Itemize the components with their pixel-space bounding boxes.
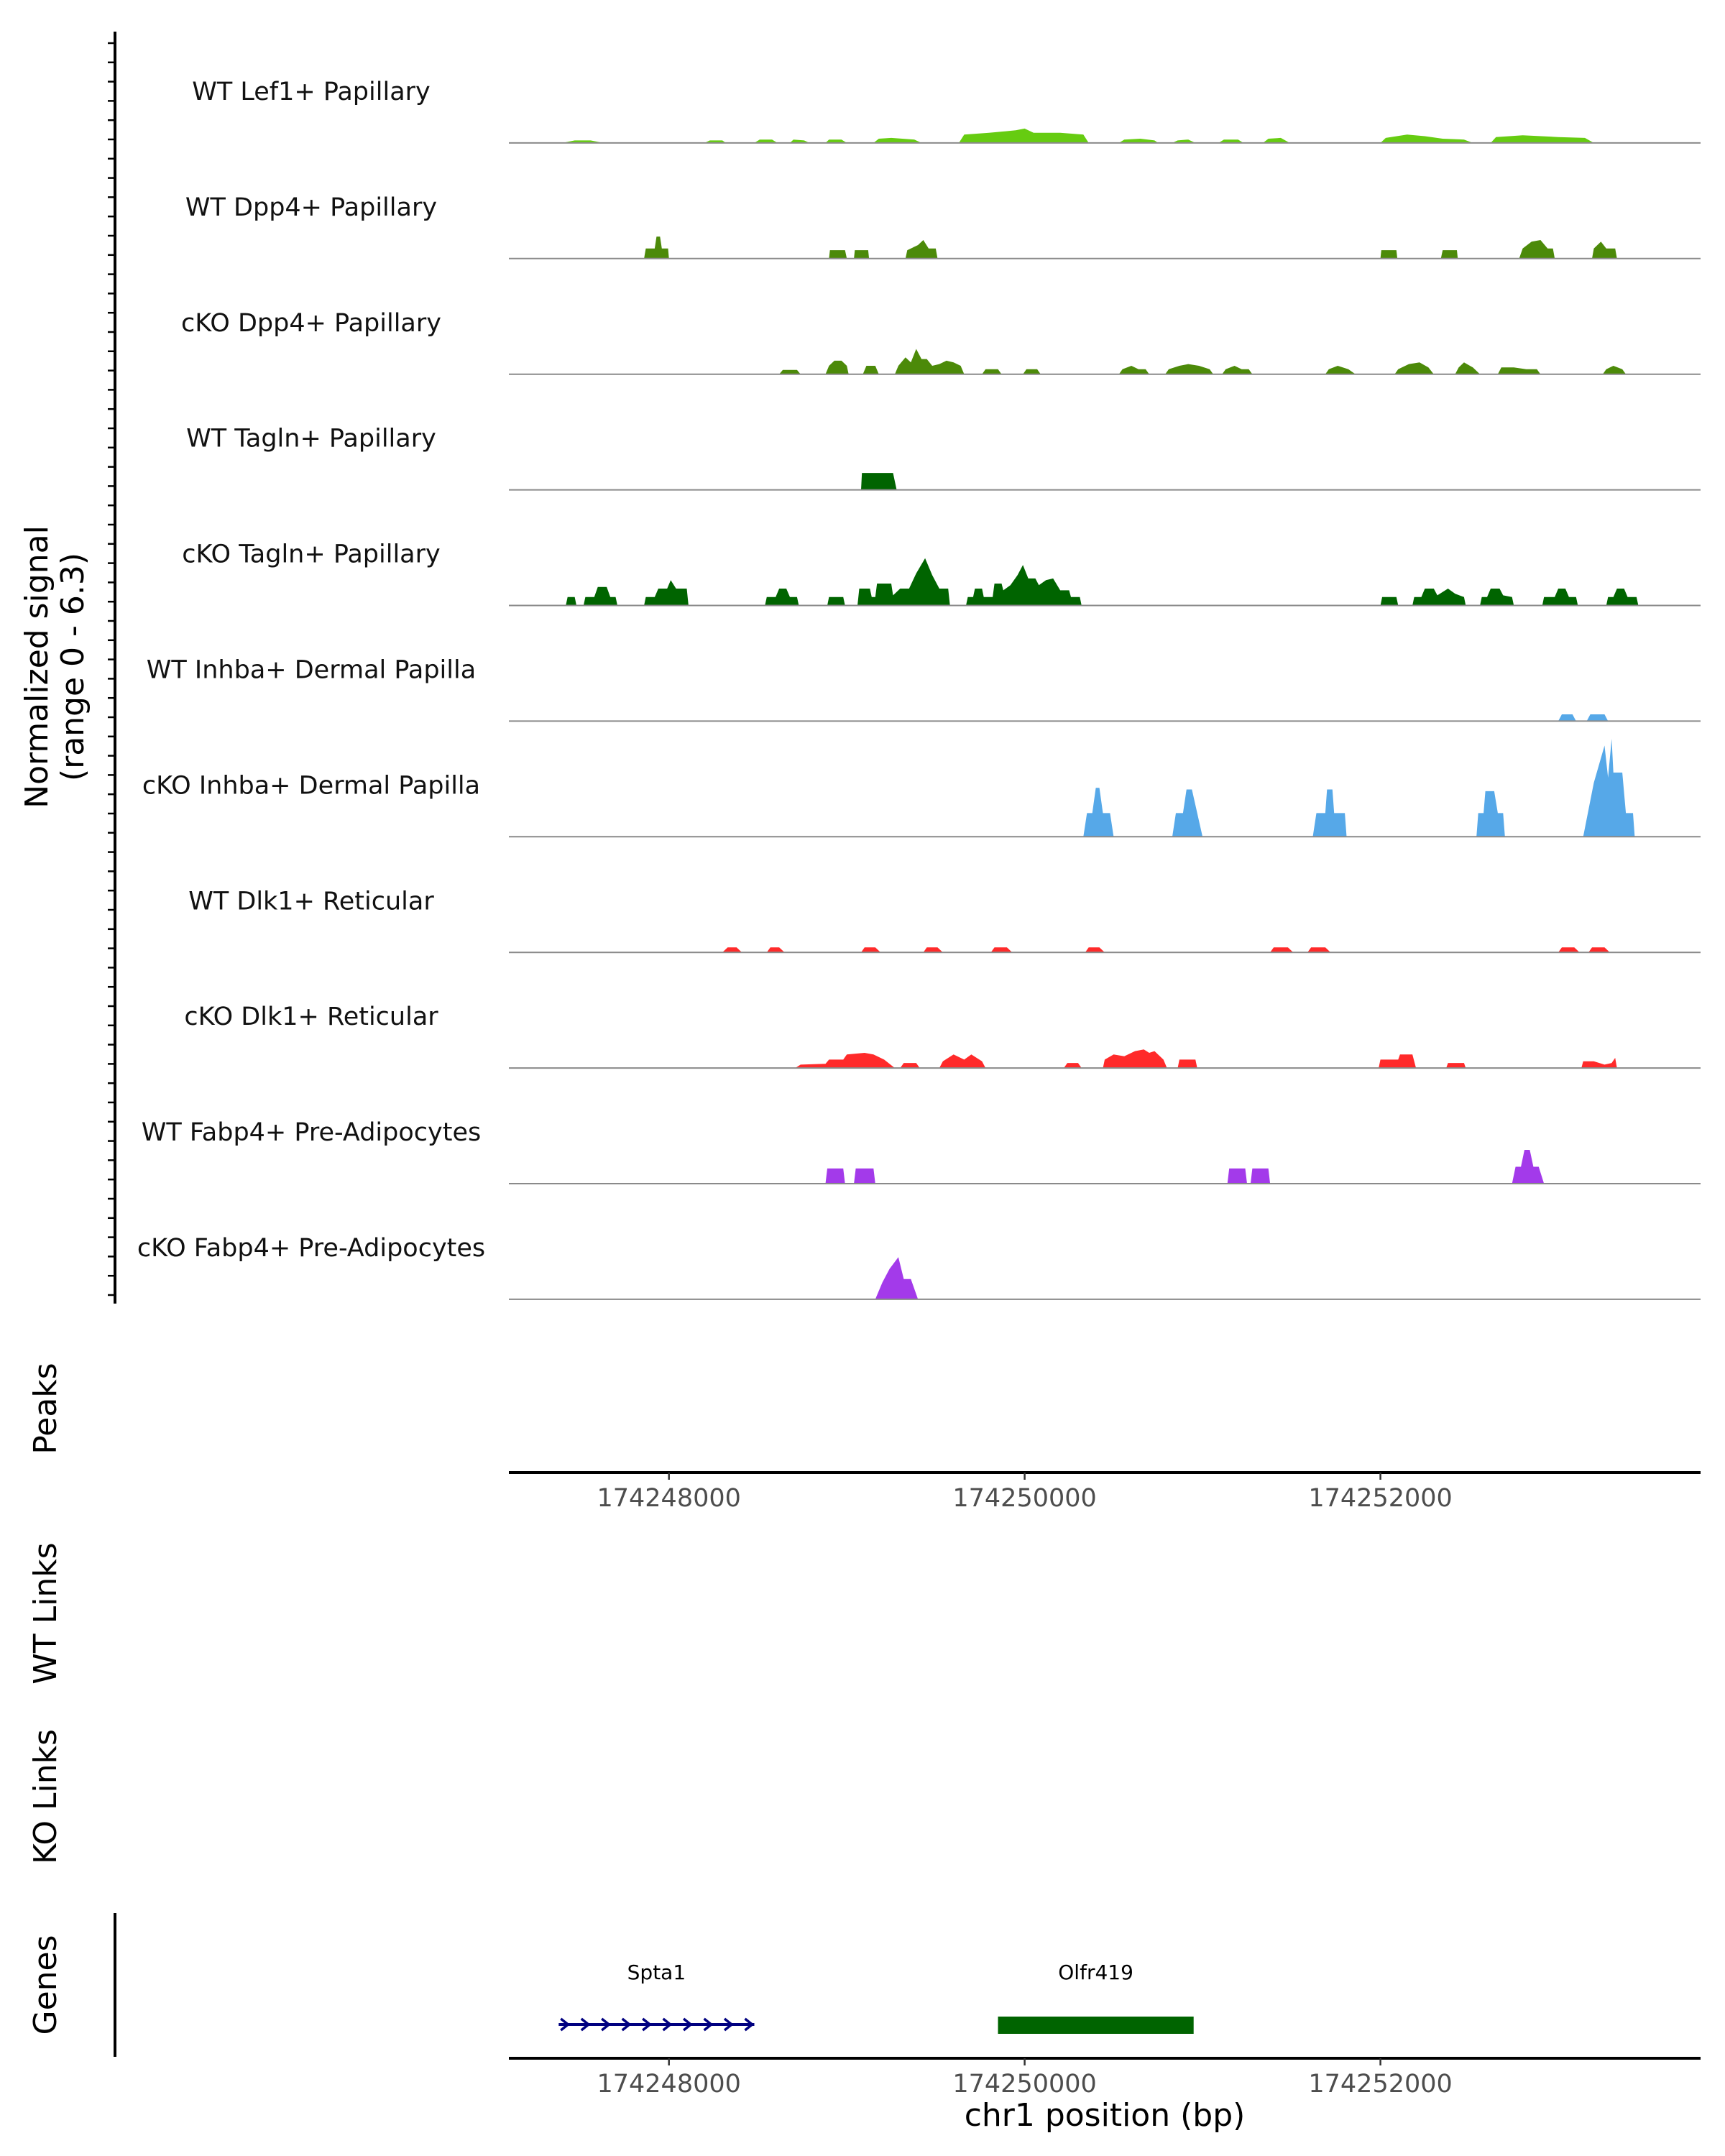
track-label: WT Lef1+ Papillary: [192, 78, 431, 106]
track-wt-tagln-papillary: WT Tagln+ Papillary: [186, 425, 1701, 491]
x-axis-label: chr1 position (bp): [965, 2097, 1246, 2134]
x-tick-label: 174252000: [1308, 1484, 1452, 1513]
track-cko-fabp4-pre-adipocytes: cKO Fabp4+ Pre-Adipocytes: [137, 1234, 1701, 1300]
track-label: cKO Inhba+ Dermal Papilla: [142, 771, 480, 800]
coverage-tracks: WT Lef1+ Papillary WT Dpp4+ Papillary cKO …: [137, 78, 1701, 1300]
x-tick-label: 174250000: [952, 2070, 1096, 2099]
x-axis-genes: 174248000 174250000 174252000: [509, 2057, 1701, 2099]
track-cko-dpp4-papillary: cKO Dpp4+ Papillary: [181, 309, 1701, 375]
strand-arrow: [621, 2017, 632, 2032]
peaks-panel-label: Peaks: [27, 1363, 64, 1454]
ko-links-panel-label: KO Links: [27, 1729, 64, 1864]
coverage-area: [875, 1257, 919, 1299]
track-cko-tagln-papillary: cKO Tagln+ Papillary: [182, 540, 1701, 607]
coverage-area: [566, 558, 1639, 606]
track-label: cKO Fabp4+ Pre-Adipocytes: [137, 1234, 485, 1263]
gene-annotations: Spta1 Olfr419: [558, 1961, 1194, 2034]
track-wt-dlk1-reticular: WT Dlk1+ Reticular: [188, 887, 1701, 954]
strand-arrow: [642, 2017, 653, 2032]
track-cko-inhba-dermal-papilla: cKO Inhba+ Dermal Papilla: [142, 739, 1701, 838]
strand-arrow: [580, 2017, 591, 2032]
signal-y-axis: [108, 32, 116, 1304]
gene-exon-block: [998, 2017, 1194, 2034]
wt-links-panel-label: WT Links: [27, 1542, 64, 1684]
genes-panel-label: Genes: [27, 1935, 64, 2035]
track-label: WT Tagln+ Papillary: [186, 425, 436, 453]
gene-label: Olfr419: [1058, 1961, 1133, 1984]
strand-arrow: [683, 2017, 693, 2032]
y-axis-range-label: (range 0 - 6.3): [55, 553, 91, 781]
coverage-area: [795, 1049, 1617, 1069]
x-tick-label: 174250000: [952, 1484, 1096, 1513]
coverage-area: [779, 349, 1627, 374]
coverage-area: [861, 473, 897, 490]
gene-label: Spta1: [627, 1961, 686, 1984]
coverage-area: [562, 128, 1594, 143]
strand-arrow: [744, 2017, 755, 2032]
x-tick-label: 174248000: [597, 1484, 740, 1513]
track-wt-lef1-papillary: WT Lef1+ Papillary: [192, 78, 1701, 144]
y-axis-label: Normalized signal: [19, 525, 55, 808]
track-wt-fabp4-pre-adipocytes: WT Fabp4+ Pre-Adipocytes: [142, 1118, 1701, 1184]
x-tick-label: 174252000: [1308, 2070, 1452, 2099]
coverage-area: [1558, 714, 1609, 722]
strand-arrow: [601, 2017, 612, 2032]
track-label: WT Inhba+ Dermal Papilla: [147, 656, 476, 685]
track-label: WT Fabp4+ Pre-Adipocytes: [142, 1118, 481, 1147]
track-label: WT Dpp4+ Papillary: [185, 193, 437, 222]
gene-spta1: Spta1: [558, 1961, 755, 2032]
x-tick-label: 174248000: [597, 2070, 740, 2099]
strand-arrow: [560, 2017, 571, 2032]
track-wt-inhba-dermal-papilla: WT Inhba+ Dermal Papilla: [147, 656, 1701, 722]
strand-arrow: [703, 2017, 714, 2032]
track-cko-dlk1-reticular: cKO Dlk1+ Reticular: [184, 1003, 1701, 1069]
strand-arrow: [723, 2017, 734, 2032]
strand-arrow: [662, 2017, 673, 2032]
track-label: WT Dlk1+ Reticular: [188, 887, 434, 916]
track-label: cKO Dlk1+ Reticular: [184, 1003, 438, 1031]
track-wt-dpp4-papillary: WT Dpp4+ Papillary: [185, 193, 1701, 259]
track-label: cKO Dpp4+ Papillary: [181, 309, 441, 338]
track-label: cKO Tagln+ Papillary: [182, 540, 441, 569]
x-axis-peaks: 174248000 174250000 174252000: [509, 1471, 1701, 1513]
gene-olfr419: Olfr419: [998, 1961, 1194, 2034]
coverage-area: [1083, 739, 1635, 837]
